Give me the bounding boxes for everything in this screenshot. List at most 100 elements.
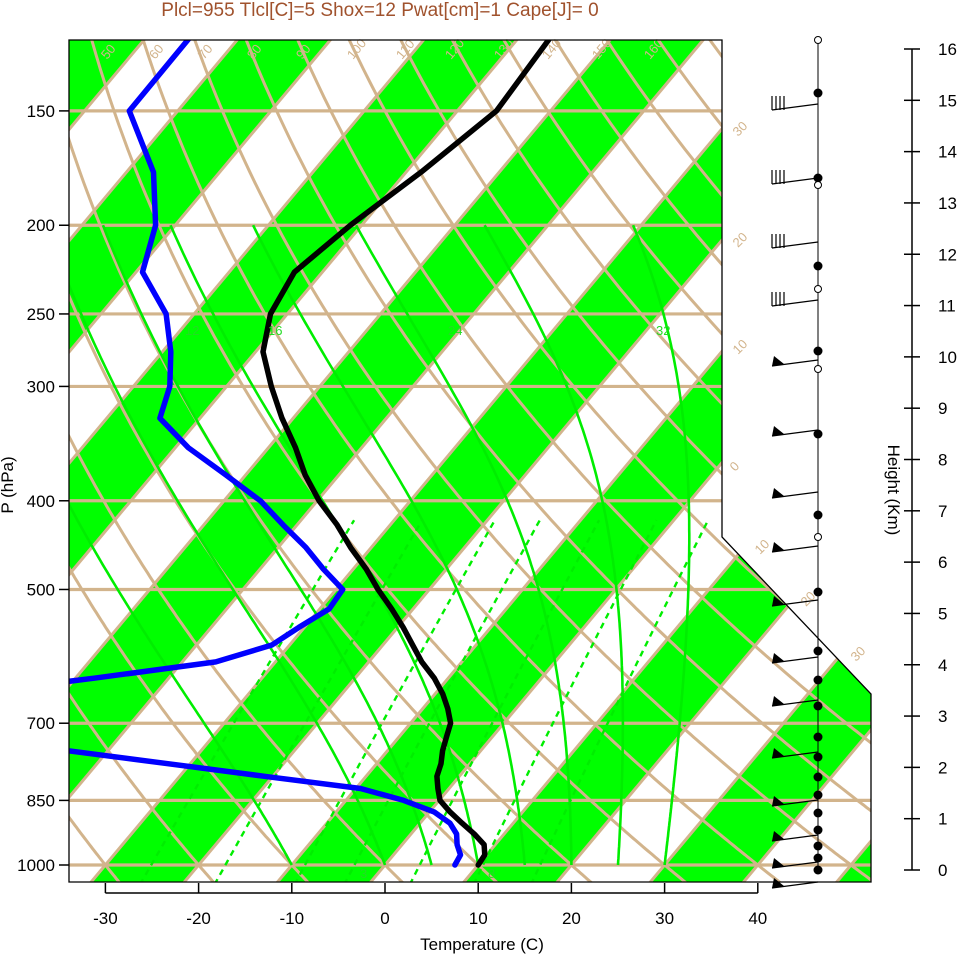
isotherm-line (69, 40, 228, 882)
wind-level-dot (813, 808, 823, 818)
pressure-tick-label: 700 (27, 714, 55, 733)
height-tick-label: 3 (938, 707, 947, 726)
height-tick-label: 8 (938, 451, 947, 470)
wind-barb-flag (772, 858, 784, 868)
mixing-ratio-line (138, 519, 356, 882)
mixing-ratio-line (213, 519, 424, 882)
isotherm-label: 30 (848, 643, 869, 664)
pressure-tick-label: 1000 (17, 856, 55, 875)
wind-barb (771, 103, 819, 111)
wind-level-dot (813, 587, 823, 597)
wind-barb-flag (772, 696, 784, 706)
dry-adiabat-line (874, 0, 961, 884)
dry-adiabat-line (69, 40, 217, 882)
wind-barb-flag (772, 542, 784, 552)
wind-level-ring (814, 285, 822, 293)
wind-barb (771, 751, 819, 759)
wind-level-dot (813, 701, 823, 711)
temperature-axis: -30 -20 -10 0 10 20 30 40 (93, 883, 767, 928)
temperature-tick-label: -30 (93, 909, 118, 928)
isotherm-band (69, 40, 413, 882)
moist-adiabat-line (101, 224, 433, 866)
wind-barb-flag (772, 831, 784, 841)
height-tick-label: 2 (938, 758, 947, 777)
wind-level-dot (813, 841, 823, 851)
isotherm-label: 10 (730, 336, 751, 357)
moist-adiabat-line (483, 224, 625, 866)
height-tick-label: 12 (938, 245, 957, 264)
y-axis-label: P (hPa) (0, 456, 17, 513)
height-tick-label: 5 (938, 604, 947, 623)
dry-adiabat-line (69, 40, 123, 882)
wind-barb (771, 491, 819, 499)
dry-adiabat-line (206, 40, 871, 882)
isotherm-line (69, 40, 321, 882)
x-axis-label: Temperature (C) (420, 935, 544, 954)
wind-level-ring (814, 533, 822, 541)
wind-barb-flag (772, 488, 784, 498)
dry-adiabat-line (396, 40, 871, 882)
chart-title: Plcl=955 Tlcl[C]=5 Shox=12 Pwat[cm]=1 Ca… (161, 0, 598, 21)
isotherm-line (69, 40, 414, 882)
wind-level-dot (813, 752, 823, 762)
temperature-tick-label: -20 (186, 909, 211, 928)
isotherm-label: 10 (752, 536, 773, 557)
isotherm-line (69, 40, 787, 882)
wind-level-dot (813, 646, 823, 656)
moist-adiabat-lines (69, 224, 691, 866)
pressure-tick-label: 850 (27, 791, 55, 810)
wind-barb (771, 861, 819, 869)
temperature-tick-label: 0 (380, 909, 389, 928)
pressure-tick-label: 400 (27, 492, 55, 511)
wind-level-dot (813, 865, 823, 875)
mixing-ratio-line (472, 519, 658, 882)
wind-barb (771, 299, 819, 307)
sounding-series (69, 40, 566, 868)
isotherm-band (0, 0, 40, 882)
isotherm-band (69, 40, 600, 882)
moist-adiabat-line (69, 262, 387, 866)
isotherm-line (0, 0, 40, 882)
wind-barb (771, 834, 819, 842)
dry-adiabat-line (69, 40, 689, 882)
height-tick-label: 16 (938, 40, 957, 59)
dewpoint-line (69, 40, 464, 868)
mixing-ratio-lines (138, 519, 710, 882)
pressure-tick-label: 250 (27, 305, 55, 324)
wind-level-dot (813, 429, 823, 439)
wind-level-dot (813, 675, 823, 685)
mixing-ratio-line (529, 519, 710, 882)
wind-barb (771, 881, 819, 889)
isotherm-band (463, 40, 871, 882)
temperature-tick-label: -10 (280, 909, 305, 928)
isotherm-line (648, 40, 871, 882)
wind-barb (771, 599, 819, 607)
temperature-tick-label: 30 (655, 909, 674, 928)
isotherm-label: 30 (730, 118, 751, 139)
height-axis-label: Height (Km) (884, 445, 903, 536)
wind-level-dot (813, 346, 823, 356)
isotherm-band (277, 40, 871, 882)
wind-level-ring (814, 36, 822, 44)
wind-barb-flag (772, 653, 784, 663)
mixing-ratio-label: 12 (185, 323, 199, 338)
dry-adiabat-line (921, 0, 961, 884)
mixing-ratio-line (343, 519, 541, 882)
wind-level-dot (813, 261, 823, 271)
wind-level-dot (813, 825, 823, 835)
isotherm-label: 20 (730, 229, 751, 250)
wind-level-dot (813, 88, 823, 98)
temperature-line (260, 40, 566, 868)
wind-barb (771, 799, 819, 807)
mixing-ratio-label: 16 (268, 323, 282, 338)
temperature-tick-label: 40 (748, 909, 767, 928)
height-tick-label: 11 (938, 297, 956, 316)
moist-adiabat-line (354, 224, 573, 865)
isotherm-line (69, 40, 694, 882)
pressure-tick-label: 300 (27, 377, 55, 396)
wind-level-ring (814, 181, 822, 189)
wind-barb-flag (772, 596, 784, 606)
wind-barb (771, 699, 819, 707)
